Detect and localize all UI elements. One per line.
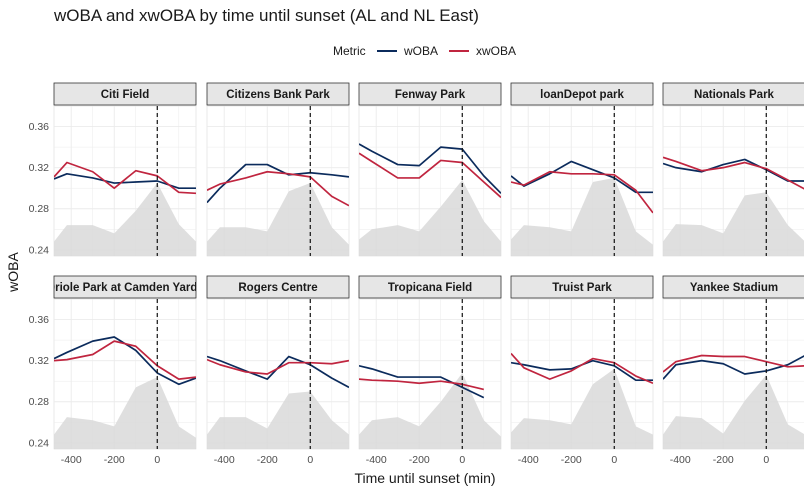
x-tick-label: -400: [61, 454, 82, 466]
facet-strip: [53, 275, 197, 299]
y-tick-label: 0.24: [29, 437, 50, 449]
facet-strip-title: Rogers Centre: [238, 282, 317, 294]
facet-strip: [510, 275, 654, 299]
facet-strip-title: loanDepot park: [540, 89, 624, 101]
facet-rogers-centre: Rogers Centre -400 -200 0: [206, 275, 350, 466]
facet-strip: [358, 275, 502, 299]
facet-strip: [358, 82, 502, 106]
facet-strip-title: Fenway Park: [395, 89, 466, 101]
legend-label-xwoba: xwOBA: [476, 44, 516, 58]
series-line-woba: [54, 172, 196, 190]
density-area: [359, 179, 501, 256]
y-tick-label: 0.36: [29, 314, 50, 326]
series-line-woba: [359, 364, 485, 399]
facet-strip-title: Nationals Park: [694, 89, 774, 101]
density-area: [663, 375, 804, 449]
facet-strip-title: Tropicana Field: [388, 282, 472, 294]
series-line-woba: [359, 143, 501, 194]
facet-tropicana-field: Tropicana Field -400 -200 0: [358, 275, 502, 466]
facet-truist-park: Truist Park -400 -200 0: [510, 275, 654, 466]
series-line-xwoba: [54, 161, 196, 195]
series-line-xwoba: [54, 340, 196, 380]
x-tick-label: -200: [409, 454, 430, 466]
density-area: [54, 377, 196, 449]
series-line-woba: [207, 163, 349, 204]
y-tick-label: 0.28: [29, 203, 50, 215]
facet-strip-title: Yankee Stadium: [690, 282, 778, 294]
series-line-xwoba: [511, 170, 653, 214]
facet-strip: [510, 82, 654, 106]
x-tick-label: 0: [611, 454, 617, 466]
facet-strip: [206, 275, 350, 299]
x-tick-label: 0: [459, 454, 465, 466]
series-line-xwoba: [663, 354, 804, 373]
facet-strip-title: Truist Park: [552, 282, 612, 294]
x-tick-label: -200: [561, 454, 582, 466]
legend-title: Metric: [333, 44, 366, 58]
facet-citi-field: Citi Field 0.24 0.28 0.32 0.36: [29, 82, 197, 256]
series-line-xwoba: [663, 156, 804, 190]
series-line-xwoba: [511, 352, 653, 385]
series-line-woba: [663, 158, 804, 182]
facet-strip-title: Citi Field: [101, 89, 150, 101]
x-axis-title: Time until sunset (min): [354, 470, 495, 486]
facet-strip: [206, 82, 350, 106]
facet-fenway-park: Fenway Park: [358, 82, 502, 257]
series-line-xwoba: [359, 152, 501, 199]
facet-nationals-park: Nationals Park: [662, 82, 804, 257]
facet-oriole-park-at-camden-yards: Oriole Park at Camden Yards 0.24 0.28 0.32 0…: [29, 275, 204, 466]
x-tick-label: 0: [307, 454, 313, 466]
legend: Metric wOBA xwOBA: [333, 44, 516, 58]
x-tick-label: -400: [366, 454, 387, 466]
chart-title: wOBA and xwOBA by time until sunset (AL …: [53, 6, 479, 25]
y-tick-label: 0.28: [29, 396, 50, 408]
facet-strip: [53, 82, 197, 106]
density-area: [511, 177, 653, 256]
x-tick-label: 0: [154, 454, 160, 466]
series-line-xwoba: [207, 358, 349, 375]
facet-strip-title: Oriole Park at Camden Yards: [46, 282, 204, 294]
x-tick-label: -200: [713, 454, 734, 466]
facet-strip: [662, 82, 804, 106]
density-area: [54, 183, 196, 256]
facet-panels: Citi Field 0.24 0.28 0.32 0.36 Citizens Bank …: [29, 82, 804, 466]
x-tick-label: 0: [763, 454, 769, 466]
y-axis-title: wOBA: [5, 252, 21, 293]
facet-loandepot-park: loanDepot park: [510, 82, 654, 257]
facet-strip-title: Citizens Bank Park: [226, 89, 330, 101]
density-area: [663, 192, 804, 256]
x-tick-label: -400: [670, 454, 691, 466]
facet-yankee-stadium: Yankee Stadium -400 -200 0: [662, 275, 804, 466]
density-area: [207, 183, 349, 256]
y-tick-label: 0.32: [29, 355, 50, 367]
x-tick-label: -400: [518, 454, 539, 466]
density-area: [359, 372, 501, 449]
series-line-xwoba: [207, 170, 349, 207]
y-tick-label: 0.24: [29, 244, 50, 256]
x-tick-label: -200: [257, 454, 278, 466]
x-tick-label: -400: [214, 454, 235, 466]
density-area: [511, 368, 653, 449]
legend-label-woba: wOBA: [403, 44, 438, 58]
y-tick-label: 0.32: [29, 162, 50, 174]
facet-strip: [662, 275, 804, 299]
series-line-woba: [511, 160, 653, 194]
density-area: [207, 391, 349, 449]
facet-citizens-bank-park: Citizens Bank Park: [206, 82, 350, 257]
y-tick-label: 0.36: [29, 121, 50, 133]
x-tick-label: -200: [104, 454, 125, 466]
